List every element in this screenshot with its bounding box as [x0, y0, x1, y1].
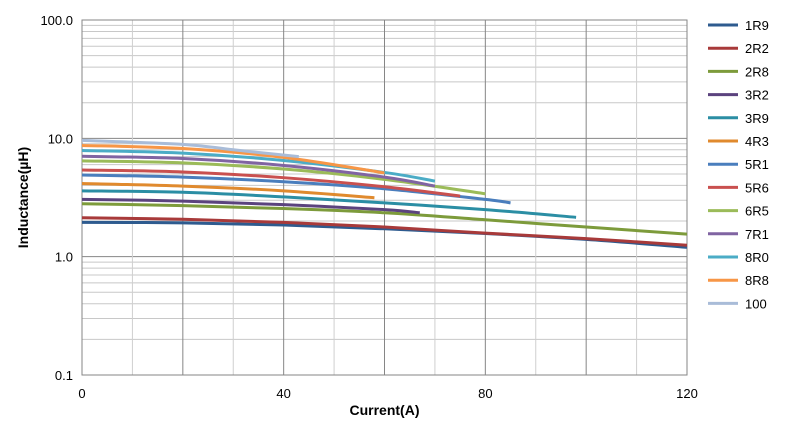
grid	[81, 20, 688, 376]
legend-label-7R1: 7R1	[745, 227, 769, 242]
series-line-7R1	[81, 154, 436, 188]
series-line-2R2	[81, 216, 688, 247]
y-tick-label: 1.0	[55, 250, 73, 265]
legend-label-5R1: 5R1	[745, 157, 769, 172]
legend-label-2R8: 2R8	[745, 64, 769, 79]
series-lines	[81, 138, 688, 249]
legend-label-2R2: 2R2	[745, 41, 769, 56]
series-line-8R0	[81, 148, 436, 183]
x-tick-label: 0	[78, 386, 85, 401]
tick-labels: 0 40 80 120 0.1 1.0 10.0 100.0	[40, 13, 697, 401]
legend-label-100: 100	[745, 296, 767, 311]
y-tick-label: 0.1	[55, 368, 73, 383]
x-tick-label: 40	[276, 386, 290, 401]
legend-label-6R5: 6R5	[745, 204, 769, 219]
legend-label-3R9: 3R9	[745, 111, 769, 126]
series-line-4R3	[81, 182, 375, 200]
legend-label-1R9: 1R9	[745, 18, 769, 33]
series-line-100	[81, 138, 299, 159]
legend-label-5R6: 5R6	[745, 180, 769, 195]
legend-label-3R2: 3R2	[745, 88, 769, 103]
legend-label-8R8: 8R8	[745, 273, 769, 288]
legend-label-8R0: 8R0	[745, 250, 769, 265]
y-tick-label: 10.0	[48, 131, 73, 146]
legend: 1R9 2R2 2R8 3R2 3R9 4R3 5R1 5R6 6R5 7R1 8R0 8R8 100	[708, 18, 769, 311]
series-line-8R8	[81, 143, 385, 175]
x-tick-label: 80	[478, 386, 492, 401]
series-line-5R1	[81, 173, 511, 205]
series-line-2R8	[81, 202, 688, 236]
series-line-3R2	[81, 197, 420, 215]
series-line-5R6	[81, 168, 461, 198]
plot-border	[81, 19, 688, 376]
x-tick-label: 120	[676, 386, 698, 401]
y-axis-title: Inductance(µH)	[15, 147, 31, 248]
x-axis-title: Current(A)	[350, 402, 420, 418]
series-line-3R9	[81, 189, 577, 219]
y-tick-label: 100.0	[40, 13, 73, 28]
legend-label-4R3: 4R3	[745, 134, 769, 149]
